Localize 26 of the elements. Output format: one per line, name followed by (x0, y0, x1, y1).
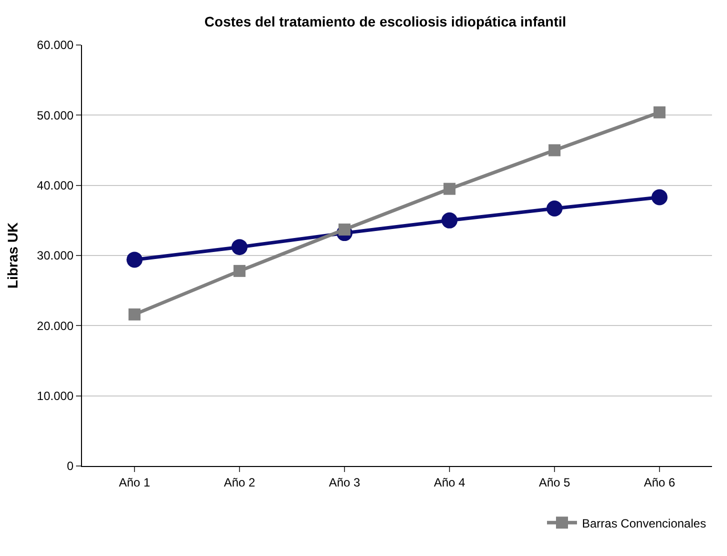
y-tick-label: 60.000 (36, 38, 74, 52)
point (444, 182, 456, 195)
point (654, 106, 666, 118)
point (232, 239, 248, 256)
point (546, 200, 562, 216)
x-tick-label: Año 3 (328, 475, 361, 490)
point (652, 189, 668, 206)
point (234, 264, 246, 277)
y-tick-label: 20.000 (36, 318, 74, 333)
x-tick-label: Año 2 (224, 475, 256, 490)
y-axis-title: Libras UK (4, 222, 20, 289)
chart-title: Costes del tratamiento de escoliosis idiopática infantil (204, 13, 566, 30)
y-tick-label: 0 (66, 459, 74, 474)
x-tick-label: Año 1 (118, 475, 151, 490)
y-tick-label: 40.000 (36, 178, 74, 193)
x-tick-label: Año 6 (644, 475, 676, 490)
y-tick-label: 10.000 (36, 389, 74, 404)
point (126, 252, 142, 268)
x-tick-label: Año 5 (538, 475, 571, 490)
point (442, 212, 458, 228)
y-tick-label: 50.000 (36, 108, 74, 122)
legend-label: Barras Convencionales (582, 516, 706, 530)
y-tick-label: 30.000 (36, 248, 74, 263)
point (128, 308, 140, 320)
x-tick-label: Año 4 (434, 475, 466, 490)
point (548, 144, 560, 156)
